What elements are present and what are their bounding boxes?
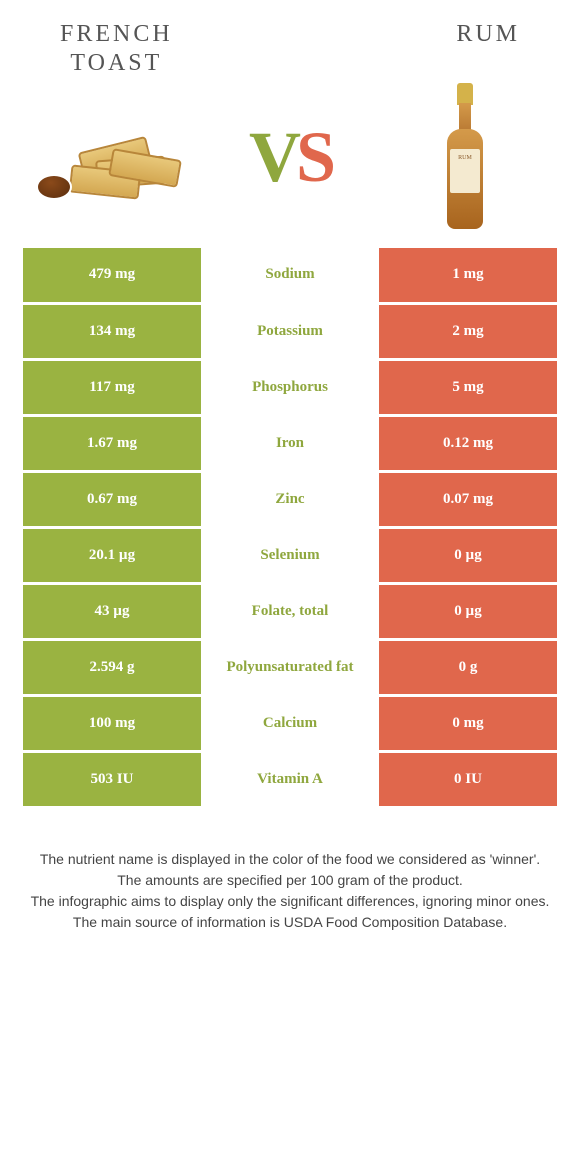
nutrient-name: Polyunsaturated fat	[201, 640, 379, 696]
left-value: 503 IU	[23, 752, 201, 808]
header: FRENCH TOAST RUM	[0, 0, 580, 88]
table-row: 134 mgPotassium2 mg	[23, 304, 557, 360]
table-row: 0.67 mgZinc0.07 mg	[23, 472, 557, 528]
left-value: 20.1 µg	[23, 528, 201, 584]
right-value: 1 mg	[379, 248, 557, 304]
nutrient-name: Zinc	[201, 472, 379, 528]
nutrient-name: Phosphorus	[201, 360, 379, 416]
right-value: 2 mg	[379, 304, 557, 360]
nutrient-name: Iron	[201, 416, 379, 472]
right-value: 0 mg	[379, 696, 557, 752]
left-value: 0.67 mg	[23, 472, 201, 528]
left-food-title: FRENCH TOAST	[60, 20, 173, 78]
footnote-line: The main source of information is USDA F…	[30, 912, 550, 933]
right-value: 0.12 mg	[379, 416, 557, 472]
nutrient-name: Sodium	[201, 248, 379, 304]
table-row: 100 mgCalcium0 mg	[23, 696, 557, 752]
right-food-image: RUM	[390, 98, 540, 218]
left-food-image	[40, 98, 190, 218]
table-row: 2.594 gPolyunsaturated fat0 g	[23, 640, 557, 696]
footnote-line: The nutrient name is displayed in the co…	[30, 849, 550, 870]
table-row: 20.1 µgSelenium0 µg	[23, 528, 557, 584]
footnote-line: The amounts are specified per 100 gram o…	[30, 870, 550, 891]
table-row: 1.67 mgIron0.12 mg	[23, 416, 557, 472]
vs-s-letter: S	[296, 117, 331, 197]
table-row: 43 µgFolate, total0 µg	[23, 584, 557, 640]
vs-v-letter: V	[249, 117, 296, 197]
left-value: 43 µg	[23, 584, 201, 640]
right-value: 0 g	[379, 640, 557, 696]
right-value: 5 mg	[379, 360, 557, 416]
right-value: 0.07 mg	[379, 472, 557, 528]
rum-bottle-icon: RUM	[435, 83, 495, 233]
table-row: 117 mgPhosphorus5 mg	[23, 360, 557, 416]
vs-row: VS RUM	[0, 88, 580, 248]
french-toast-icon	[40, 108, 190, 208]
nutrient-name: Vitamin A	[201, 752, 379, 808]
nutrient-name: Selenium	[201, 528, 379, 584]
right-value: 0 IU	[379, 752, 557, 808]
left-value: 479 mg	[23, 248, 201, 304]
nutrient-name: Calcium	[201, 696, 379, 752]
nutrient-table: 479 mgSodium1 mg134 mgPotassium2 mg117 m…	[23, 248, 557, 810]
footnote-line: The infographic aims to display only the…	[30, 891, 550, 912]
left-value: 2.594 g	[23, 640, 201, 696]
left-value: 134 mg	[23, 304, 201, 360]
right-food-title: RUM	[456, 20, 520, 78]
vs-label: VS	[249, 116, 331, 199]
table-row: 479 mgSodium1 mg	[23, 248, 557, 304]
right-value: 0 µg	[379, 528, 557, 584]
table-row: 503 IUVitamin A0 IU	[23, 752, 557, 808]
right-value: 0 µg	[379, 584, 557, 640]
nutrient-name: Potassium	[201, 304, 379, 360]
left-value: 117 mg	[23, 360, 201, 416]
left-value: 100 mg	[23, 696, 201, 752]
nutrient-name: Folate, total	[201, 584, 379, 640]
footnotes: The nutrient name is displayed in the co…	[30, 849, 550, 933]
left-value: 1.67 mg	[23, 416, 201, 472]
